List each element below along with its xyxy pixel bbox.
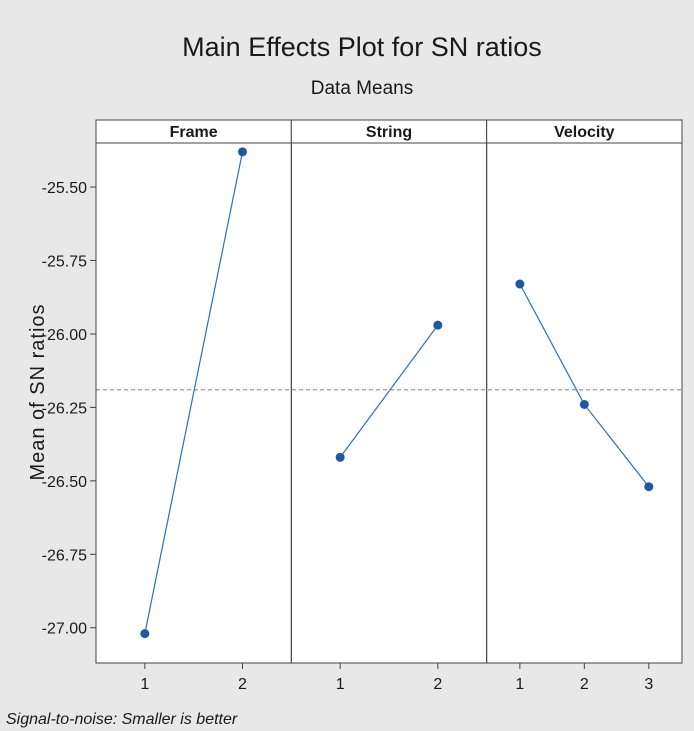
y-tick-label: -26.50 <box>42 474 87 491</box>
panel-header-label: Velocity <box>554 124 615 141</box>
x-tick-label: 1 <box>140 676 149 693</box>
chart-subtitle: Data Means <box>311 78 413 99</box>
data-point <box>515 280 524 289</box>
x-tick-label: 2 <box>433 676 442 693</box>
data-point <box>336 453 345 462</box>
x-tick-label: 1 <box>515 676 524 693</box>
footnote: Signal-to-noise: Smaller is better <box>6 711 238 728</box>
panel-header-label: String <box>366 124 412 141</box>
data-point <box>433 321 442 330</box>
x-tick-label: 1 <box>336 676 345 693</box>
y-tick-label: -27.00 <box>42 621 87 638</box>
x-tick-label: 2 <box>580 676 589 693</box>
x-tick-label: 2 <box>238 676 247 693</box>
x-tick-label: 3 <box>644 676 653 693</box>
y-tick-label: -26.00 <box>42 327 87 344</box>
y-tick-label: -26.75 <box>42 547 87 564</box>
panel-header-label: Frame <box>170 124 218 141</box>
data-point <box>238 147 247 156</box>
data-point <box>580 400 589 409</box>
y-tick-label: -26.25 <box>42 400 87 417</box>
y-tick-label: -25.75 <box>42 254 87 271</box>
y-tick-label: -25.50 <box>42 180 87 197</box>
chart-title: Main Effects Plot for SN ratios <box>182 32 542 62</box>
data-point <box>644 482 653 491</box>
plot-area <box>96 143 682 663</box>
data-point <box>140 629 149 638</box>
